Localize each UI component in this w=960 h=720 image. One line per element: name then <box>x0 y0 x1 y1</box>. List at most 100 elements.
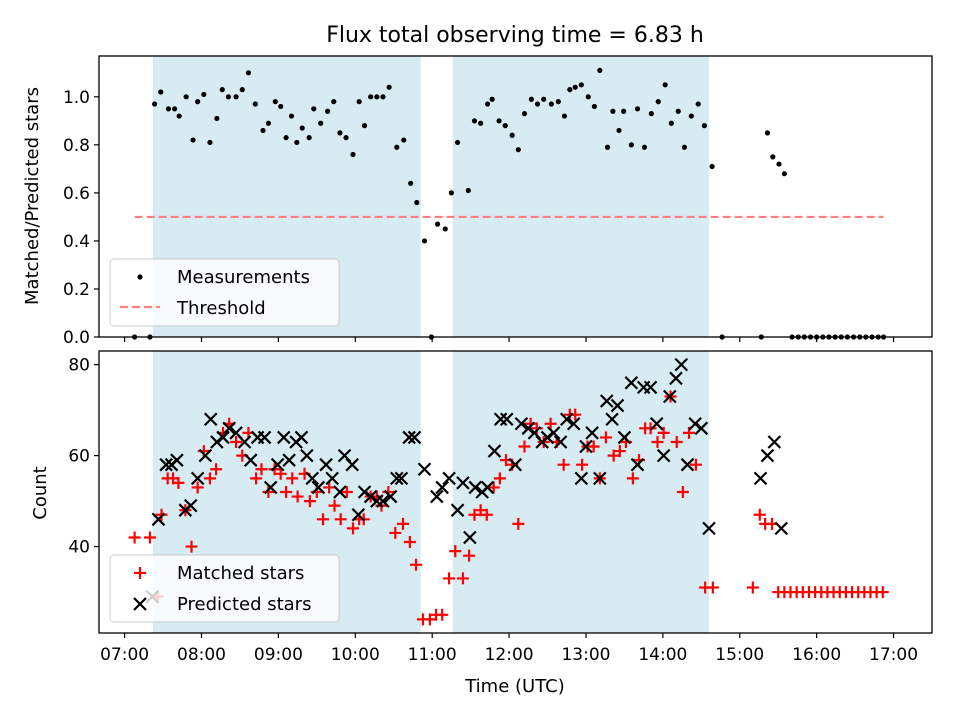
matched-star-point <box>255 463 268 476</box>
predicted-star-point <box>442 471 456 486</box>
matched-star-point <box>410 558 423 571</box>
measurement-point <box>648 111 654 117</box>
measurement-point <box>165 106 172 112</box>
measurement-point <box>414 199 420 206</box>
measurement-point <box>245 70 252 76</box>
measurement-point <box>695 101 701 107</box>
measurement-point <box>521 111 528 117</box>
predicted-star-point <box>767 435 782 449</box>
predicted-star-point <box>508 457 523 472</box>
matched-star-point <box>456 572 469 585</box>
bottom-legend: Matched stars Predicted stars <box>109 554 340 623</box>
predicted-star-point <box>198 448 213 463</box>
predicted-star-point <box>210 435 224 449</box>
legend-matched-label: Matched stars <box>177 563 304 584</box>
predicted-star-point <box>760 448 775 463</box>
measurement-point <box>496 118 502 124</box>
matched-star-point <box>706 581 719 594</box>
predicted-star-point <box>753 471 768 486</box>
measurement-point <box>621 108 627 114</box>
predicted-star-point <box>325 471 339 486</box>
predicted-star-point <box>450 503 465 517</box>
measurement-point <box>318 120 324 126</box>
x-tick-label: 10:00 <box>331 645 380 665</box>
matched-star-point <box>599 431 612 444</box>
measurement-point <box>662 82 668 88</box>
measurement-point <box>675 108 681 114</box>
bottom-x-ticks: 07:00 08:00 09:00 10:00 11:00 12:00 13:00 14:00… <box>100 633 918 665</box>
measurement-point <box>634 106 641 112</box>
matched-star-point <box>607 449 620 462</box>
measurement-point <box>597 67 603 74</box>
matched-star-point <box>436 608 449 621</box>
predicted-star-point <box>402 430 416 445</box>
predicted-star-point <box>585 426 599 440</box>
measurement-point <box>239 87 245 93</box>
matched-star-point <box>557 458 570 471</box>
measurement-point <box>158 89 164 95</box>
measurement-point <box>408 180 414 186</box>
top-y-axis-label: Matched/Predicted stars <box>22 87 43 305</box>
matched-star-point <box>340 486 353 498</box>
measurement-point <box>283 135 289 141</box>
matched-star-point <box>334 513 347 526</box>
measurement-point <box>610 108 616 114</box>
predicted-star-point <box>579 439 593 454</box>
matched-star-point <box>670 435 683 448</box>
legend-matched-marker <box>134 567 146 579</box>
measurement-point <box>183 94 189 100</box>
measurement-point <box>356 99 362 105</box>
matched-star-point <box>185 540 198 553</box>
measurement-point <box>368 94 374 100</box>
measurement-point <box>337 130 343 136</box>
measurement-point <box>770 154 776 160</box>
measurement-point <box>233 94 239 100</box>
predicted-star-point <box>649 416 664 431</box>
predicted-star-point <box>311 480 326 495</box>
measurement-point <box>489 96 495 102</box>
predicted-star-point <box>610 398 625 413</box>
measurement-point <box>655 99 661 105</box>
measurement-point <box>628 142 634 148</box>
predicted-star-point <box>300 448 314 463</box>
matched-star-point <box>423 613 436 626</box>
x-tick-label: 17:00 <box>869 645 918 665</box>
measurement-point <box>681 144 687 150</box>
measurement-point <box>709 163 715 170</box>
matched-star-point <box>262 486 275 498</box>
measurement-point <box>195 99 201 105</box>
bottom-legend-box <box>109 554 340 623</box>
top-legend-box <box>109 258 340 327</box>
predicted-star-point <box>663 389 677 404</box>
y-tick-label: 0.4 <box>63 232 90 252</box>
legend-measurements-marker <box>137 274 143 280</box>
top-y-ticks: 0.0 0.2 0.4 0.6 0.8 1.0 <box>63 88 99 348</box>
predicted-star-point <box>203 412 218 427</box>
measurement-point <box>190 137 196 143</box>
predicted-star-point <box>183 498 198 513</box>
predicted-star-point <box>222 421 236 436</box>
matched-star-point <box>644 422 657 435</box>
predicted-star-point <box>383 489 398 504</box>
measurement-point <box>361 123 368 129</box>
matched-star-point <box>172 476 185 489</box>
predicted-star-point <box>417 462 432 477</box>
y-tick-label: 0.8 <box>63 136 90 156</box>
predicted-star-point <box>493 412 508 427</box>
measurement-point <box>219 87 225 93</box>
measurement-point <box>207 139 213 146</box>
matched-star-point <box>403 536 416 549</box>
predicted-star-point <box>345 457 359 472</box>
measurement-point <box>171 106 178 112</box>
measurement-point <box>616 127 622 134</box>
matched-star-point <box>250 472 263 485</box>
measurements-series <box>132 67 887 340</box>
legend-predicted-label: Predicted stars <box>177 594 311 615</box>
measurement-point <box>668 120 674 126</box>
measurement-point <box>225 94 232 100</box>
matched-star-point <box>443 572 456 585</box>
matched-star-point <box>753 508 766 521</box>
matched-star-point <box>676 486 689 498</box>
top-panel: 0.0 0.2 0.4 0.6 0.8 1.0 Matched/Predicted sta… <box>22 55 933 348</box>
measurement-point <box>585 94 591 100</box>
